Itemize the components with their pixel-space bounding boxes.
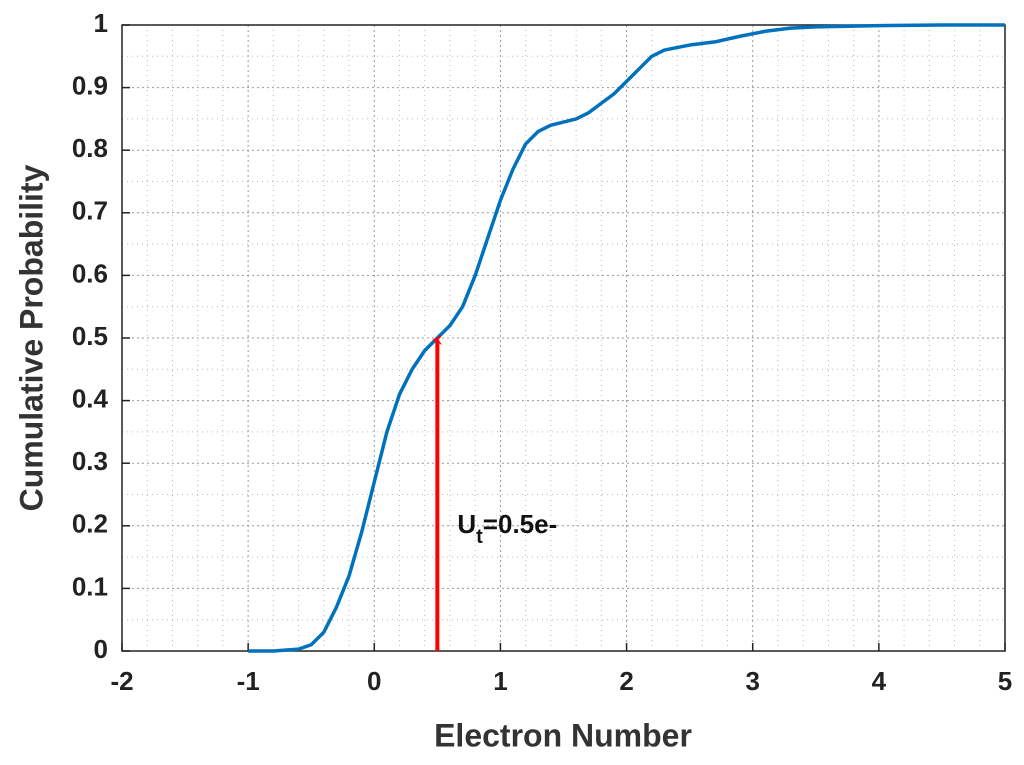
annotation-text: Ut=0.5e- [457, 509, 557, 548]
y-tick-label: 0.9 [72, 70, 108, 100]
y-tick-label: 0.3 [72, 446, 108, 476]
x-tick-label: 1 [493, 666, 507, 696]
y-tick-label: 0.1 [72, 571, 108, 601]
y-tick-label: 0.6 [72, 258, 108, 288]
x-tick-label: -2 [110, 666, 133, 696]
annotation-text-part: t [476, 526, 483, 548]
y-tick-label: 0.7 [72, 196, 108, 226]
x-tick-label: 5 [998, 666, 1012, 696]
y-tick-label: 0.2 [72, 509, 108, 539]
x-tick-label: 3 [745, 666, 759, 696]
y-tick-label: 1 [94, 8, 108, 38]
y-tick-label: 0.8 [72, 133, 108, 163]
x-axis-label: Electron Number [434, 717, 692, 753]
x-tick-label: 4 [872, 666, 887, 696]
annotation-text-part: U [457, 509, 476, 539]
x-tick-label: 2 [619, 666, 633, 696]
data-line [248, 23, 1005, 653]
x-tick-label: 0 [367, 666, 381, 696]
y-axis-label: Cumulative Probability [13, 164, 49, 511]
y-tick-label: 0.5 [72, 321, 108, 351]
annotation-text-part: =0.5e- [483, 509, 557, 539]
y-tick-label: 0.4 [72, 383, 109, 413]
y-tick-label: 0 [94, 634, 108, 664]
x-tick-label: -1 [237, 666, 260, 696]
